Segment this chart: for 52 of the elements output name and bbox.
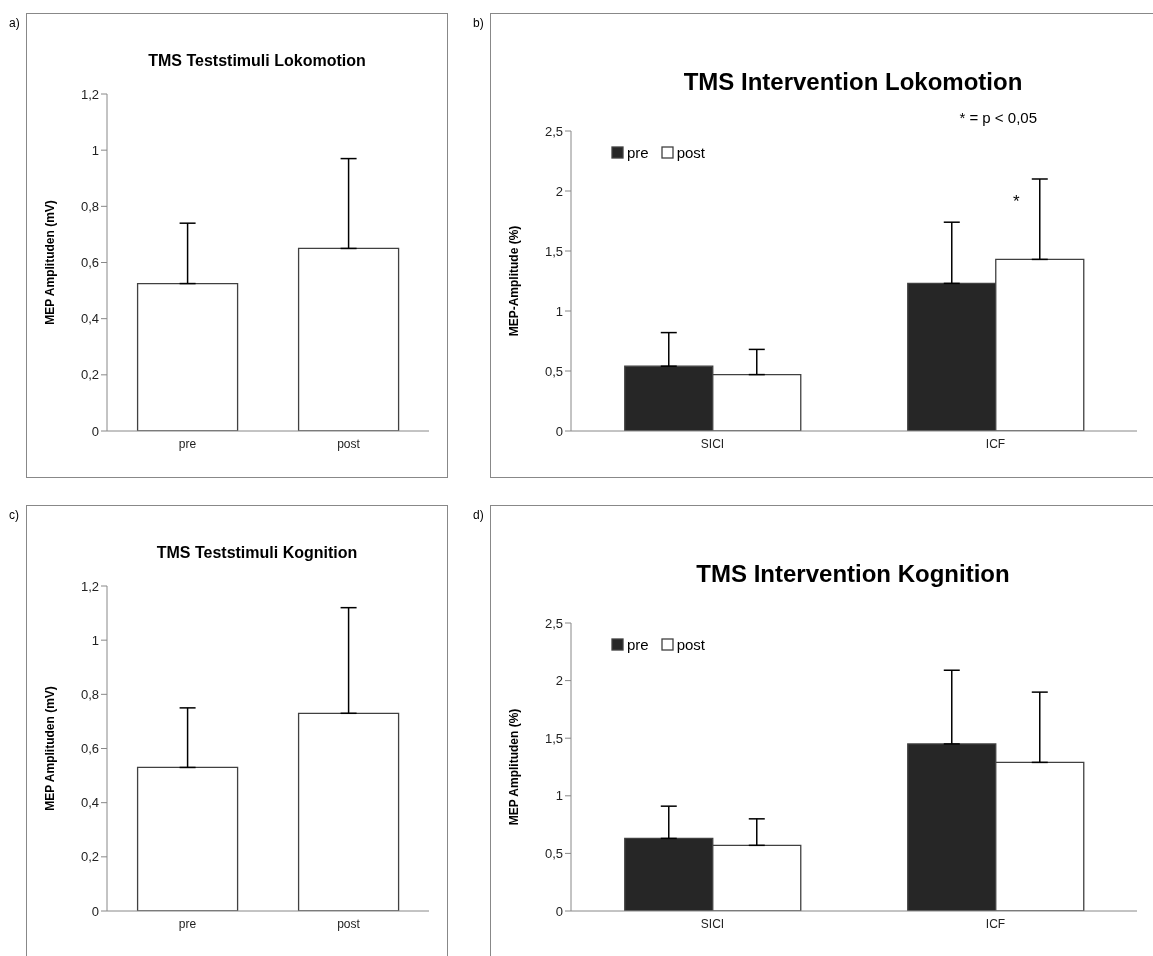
- x-tick-label: ICF: [985, 436, 1006, 451]
- y-tick-label: 1,2: [80, 578, 99, 594]
- x-tick-label: post: [337, 436, 361, 451]
- chart-title: TMS Teststimuli Lokomotion: [147, 51, 367, 71]
- x-tick-label: SICI: [700, 436, 725, 451]
- x-tick-label: SICI: [700, 916, 725, 931]
- x-tick-label: ICF: [985, 916, 1006, 931]
- y-tick-label: 1: [91, 632, 99, 648]
- y-tick-label: 0,2: [80, 367, 99, 383]
- x-tick-label: post: [337, 916, 361, 931]
- x-tick-label: pre: [178, 916, 197, 931]
- y-tick-label: 0,8: [80, 198, 99, 214]
- y-tick-label: 1: [555, 788, 563, 804]
- y-axis-title: MEP Amplituden (mV): [43, 686, 58, 811]
- y-tick-label: 0,2: [80, 849, 99, 865]
- y-tick-label: 0,8: [80, 686, 99, 702]
- y-tick-label: 0,6: [80, 255, 99, 271]
- y-tick-label: 2: [555, 183, 563, 199]
- y-tick-label: 0: [555, 903, 563, 919]
- text: a): [9, 16, 20, 30]
- y-tick-label: 0,5: [544, 846, 563, 862]
- y-tick-label: 0: [91, 903, 99, 919]
- legend-label: post: [676, 636, 706, 653]
- y-tick-label: 0: [555, 423, 563, 439]
- y-axis-title: MEP Amplituden (mV): [43, 200, 58, 325]
- text: b): [473, 16, 484, 30]
- y-tick-label: 2,5: [544, 123, 563, 139]
- y-tick-label: 0: [91, 423, 99, 439]
- text: * = p < 0,05: [959, 109, 1037, 126]
- text: d): [473, 508, 484, 522]
- chart-title: TMS Intervention Kognition: [695, 559, 1011, 589]
- y-tick-label: 1,5: [544, 243, 563, 259]
- legend-label: pre: [627, 636, 649, 653]
- y-tick-label: 1,2: [80, 86, 99, 102]
- chart-title: TMS Intervention Lokomotion: [682, 67, 1024, 97]
- y-tick-label: 1: [555, 303, 563, 319]
- x-tick-label: pre: [178, 436, 197, 451]
- y-tick-label: 0,4: [80, 311, 99, 327]
- y-tick-label: 1,5: [544, 730, 563, 746]
- y-tick-label: 1: [91, 142, 99, 158]
- legend-label: pre: [627, 144, 649, 161]
- y-tick-label: 0,5: [544, 363, 563, 379]
- y-tick-label: 0,6: [80, 741, 99, 757]
- annotation: *: [1013, 192, 1020, 212]
- y-axis-title: MEP Amplituden (%): [507, 708, 522, 826]
- legend-label: post: [676, 144, 706, 161]
- chart-title: TMS Teststimuli Kognition: [155, 543, 359, 563]
- y-tick-label: 2: [555, 673, 563, 689]
- y-tick-label: 2,5: [544, 615, 563, 631]
- y-tick-label: 0,4: [80, 795, 99, 811]
- text: c): [9, 508, 19, 522]
- y-axis-title: MEP-Amplitude (%): [507, 225, 522, 337]
